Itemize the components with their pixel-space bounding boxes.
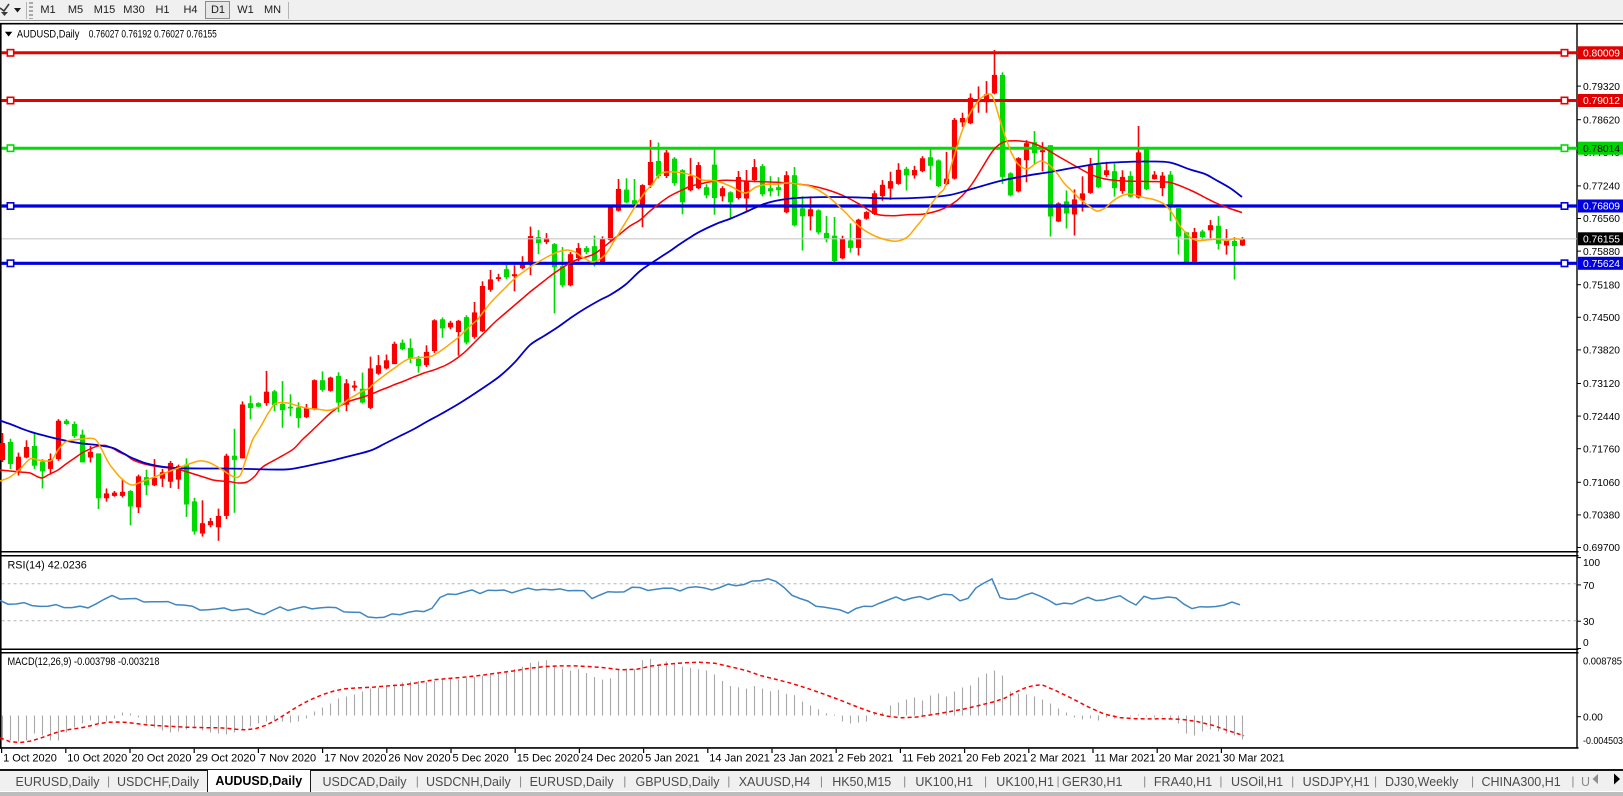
svg-text:0.78620: 0.78620 — [1583, 115, 1620, 126]
svg-text:0.00: 0.00 — [1583, 713, 1603, 724]
svg-text:0.78014: 0.78014 — [1583, 144, 1620, 155]
svg-text:0.73120: 0.73120 — [1583, 379, 1620, 390]
svg-text:0.71060: 0.71060 — [1583, 478, 1620, 489]
svg-text:0.75180: 0.75180 — [1583, 280, 1620, 291]
svg-text:0.74500: 0.74500 — [1583, 313, 1620, 324]
svg-text:5 Dec 2020: 5 Dec 2020 — [453, 753, 509, 765]
svg-text:20 Oct 2020: 20 Oct 2020 — [132, 753, 192, 765]
svg-text:2 Feb 2021: 2 Feb 2021 — [838, 753, 894, 765]
svg-text:0.80009: 0.80009 — [1583, 49, 1620, 60]
svg-text:0.70380: 0.70380 — [1583, 511, 1620, 522]
svg-text:100: 100 — [1583, 558, 1600, 569]
svg-text:0.76155: 0.76155 — [1583, 235, 1620, 246]
svg-text:0.76809: 0.76809 — [1583, 202, 1620, 213]
svg-text:20 Feb 2021: 20 Feb 2021 — [966, 753, 1028, 765]
svg-text:RSI(14) 42.0236: RSI(14) 42.0236 — [8, 560, 87, 572]
svg-text:0.71760: 0.71760 — [1583, 444, 1620, 455]
svg-text:70: 70 — [1583, 581, 1595, 592]
svg-text:20 Mar 2021: 20 Mar 2021 — [1159, 753, 1221, 765]
svg-text:MACD(12,26,9) -0.003798 -0.003: MACD(12,26,9) -0.003798 -0.003218 — [8, 656, 160, 668]
svg-text:11 Mar 2021: 11 Mar 2021 — [1095, 753, 1156, 765]
svg-text:29 Oct 2020: 29 Oct 2020 — [196, 753, 256, 765]
svg-text:0.72440: 0.72440 — [1583, 412, 1620, 423]
svg-text:0.75624: 0.75624 — [1583, 259, 1620, 270]
svg-text:0.79012: 0.79012 — [1583, 96, 1620, 107]
svg-text:0.79320: 0.79320 — [1583, 82, 1620, 93]
svg-text:-0.004503: -0.004503 — [1583, 736, 1623, 747]
svg-text:15 Dec 2020: 15 Dec 2020 — [517, 753, 579, 765]
svg-text:0.76560: 0.76560 — [1583, 214, 1620, 225]
svg-text:2 Mar 2021: 2 Mar 2021 — [1030, 753, 1086, 765]
svg-text:7 Nov 2020: 7 Nov 2020 — [260, 753, 316, 765]
svg-text:10 Oct 2020: 10 Oct 2020 — [67, 753, 127, 765]
svg-text:1 Oct 2020: 1 Oct 2020 — [3, 753, 57, 765]
svg-text:AUDUSD,Daily: AUDUSD,Daily — [17, 28, 80, 40]
svg-text:0: 0 — [1583, 638, 1589, 649]
svg-text:30: 30 — [1583, 617, 1595, 628]
svg-text:14 Jan 2021: 14 Jan 2021 — [709, 753, 770, 765]
svg-text:0.73820: 0.73820 — [1583, 346, 1620, 357]
svg-text:0.75880: 0.75880 — [1583, 247, 1620, 258]
svg-text:0.76027 0.76192 0.76027 0.7615: 0.76027 0.76192 0.76027 0.76155 — [89, 28, 217, 40]
svg-text:23 Jan 2021: 23 Jan 2021 — [774, 753, 835, 765]
svg-text:0.008785: 0.008785 — [1583, 657, 1622, 668]
svg-text:17 Nov 2020: 17 Nov 2020 — [324, 753, 386, 765]
svg-text:11 Feb 2021: 11 Feb 2021 — [902, 753, 963, 765]
svg-text:30 Mar 2021: 30 Mar 2021 — [1223, 753, 1285, 765]
svg-text:24 Dec 2020: 24 Dec 2020 — [581, 753, 643, 765]
svg-text:0.69700: 0.69700 — [1583, 543, 1620, 554]
svg-text:0.77240: 0.77240 — [1583, 182, 1620, 193]
svg-text:26 Nov 2020: 26 Nov 2020 — [388, 753, 450, 765]
svg-text:5 Jan 2021: 5 Jan 2021 — [645, 753, 699, 765]
